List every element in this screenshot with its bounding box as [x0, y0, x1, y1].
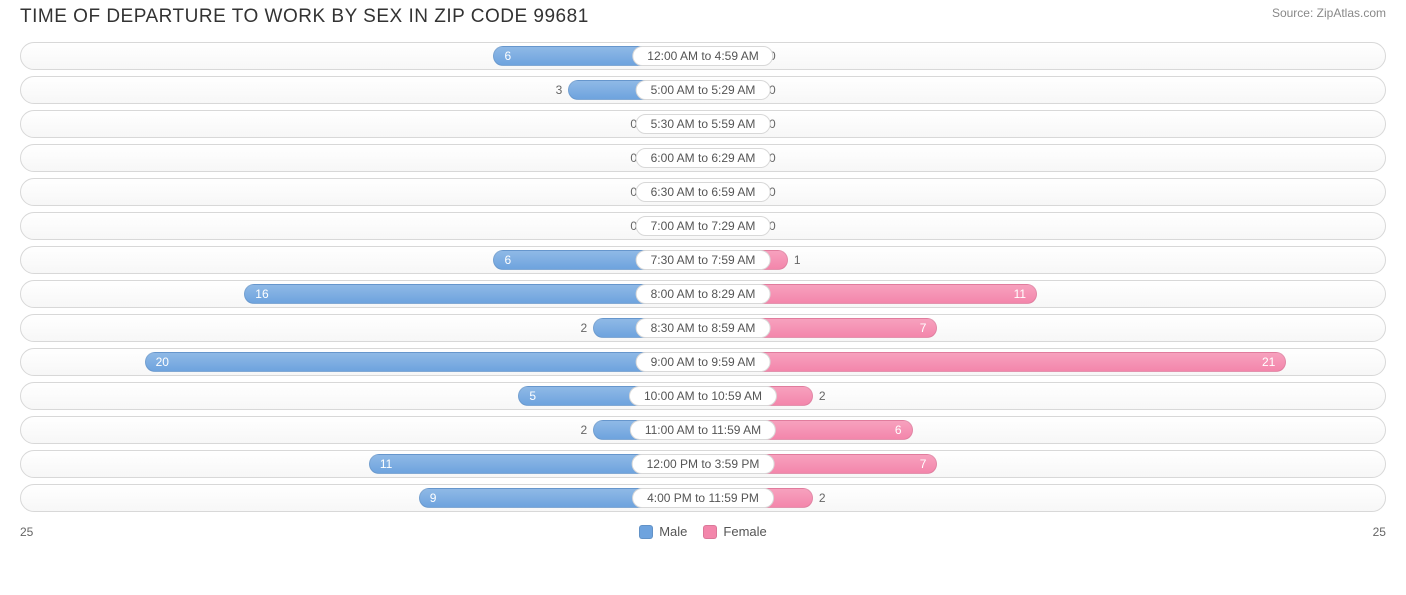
row-category-label: 10:00 AM to 10:59 AM [629, 386, 777, 406]
chart-row: 006:30 AM to 6:59 AM [20, 178, 1386, 206]
row-category-label: 6:30 AM to 6:59 AM [636, 182, 771, 202]
chart-row: 924:00 PM to 11:59 PM [20, 484, 1386, 512]
header: TIME OF DEPARTURE TO WORK BY SEX IN ZIP … [0, 0, 1406, 42]
chart-row: 005:30 AM to 5:59 AM [20, 110, 1386, 138]
chart-row: 006:00 AM to 6:29 AM [20, 144, 1386, 172]
chart-row: 6012:00 AM to 4:59 AM [20, 42, 1386, 70]
row-category-label: 7:00 AM to 7:29 AM [636, 216, 771, 236]
chart-row: 305:00 AM to 5:29 AM [20, 76, 1386, 104]
bar-male: 16 [244, 284, 703, 304]
legend: Male Female [639, 524, 767, 539]
bar-value-male: 2 [553, 315, 593, 341]
chart-row: 617:30 AM to 7:59 AM [20, 246, 1386, 274]
row-category-label: 5:30 AM to 5:59 AM [636, 114, 771, 134]
bar-value-female: 2 [813, 485, 853, 511]
chart-row: 2611:00 AM to 11:59 AM [20, 416, 1386, 444]
chart-row: 20219:00 AM to 9:59 AM [20, 348, 1386, 376]
row-category-label: 9:00 AM to 9:59 AM [636, 352, 771, 372]
row-category-label: 6:00 AM to 6:29 AM [636, 148, 771, 168]
legend-item-female: Female [703, 524, 766, 539]
legend-label-female: Female [723, 524, 766, 539]
chart-row: 5210:00 AM to 10:59 AM [20, 382, 1386, 410]
bar-value-female: 1 [788, 247, 828, 273]
row-category-label: 11:00 AM to 11:59 AM [630, 420, 776, 440]
axis-max-right: 25 [1373, 525, 1386, 539]
chart-footer: 25 Male Female 25 [0, 518, 1406, 539]
legend-label-male: Male [659, 524, 687, 539]
row-category-label: 4:00 PM to 11:59 PM [632, 488, 774, 508]
chart-title: TIME OF DEPARTURE TO WORK BY SEX IN ZIP … [20, 6, 589, 28]
row-category-label: 8:30 AM to 8:59 AM [636, 318, 771, 338]
chart-row: 278:30 AM to 8:59 AM [20, 314, 1386, 342]
axis-max-left: 25 [20, 525, 33, 539]
source-attribution: Source: ZipAtlas.com [1272, 6, 1386, 20]
row-category-label: 8:00 AM to 8:29 AM [636, 284, 771, 304]
bar-male: 20 [145, 352, 703, 372]
chart-row: 16118:00 AM to 8:29 AM [20, 280, 1386, 308]
legend-swatch-male [639, 525, 653, 539]
bar-value-male: 2 [553, 417, 593, 443]
chart-row: 007:00 AM to 7:29 AM [20, 212, 1386, 240]
bar-value-male: 3 [528, 77, 568, 103]
row-category-label: 12:00 PM to 3:59 PM [632, 454, 775, 474]
chart-area: 6012:00 AM to 4:59 AM 305:00 AM to 5:29 A… [0, 42, 1406, 512]
bar-value-female: 2 [813, 383, 853, 409]
row-category-label: 5:00 AM to 5:29 AM [636, 80, 771, 100]
bar-female: 21 [703, 352, 1286, 372]
chart-row: 11712:00 PM to 3:59 PM [20, 450, 1386, 478]
legend-item-male: Male [639, 524, 687, 539]
row-category-label: 7:30 AM to 7:59 AM [636, 250, 771, 270]
row-category-label: 12:00 AM to 4:59 AM [632, 46, 773, 66]
legend-swatch-female [703, 525, 717, 539]
